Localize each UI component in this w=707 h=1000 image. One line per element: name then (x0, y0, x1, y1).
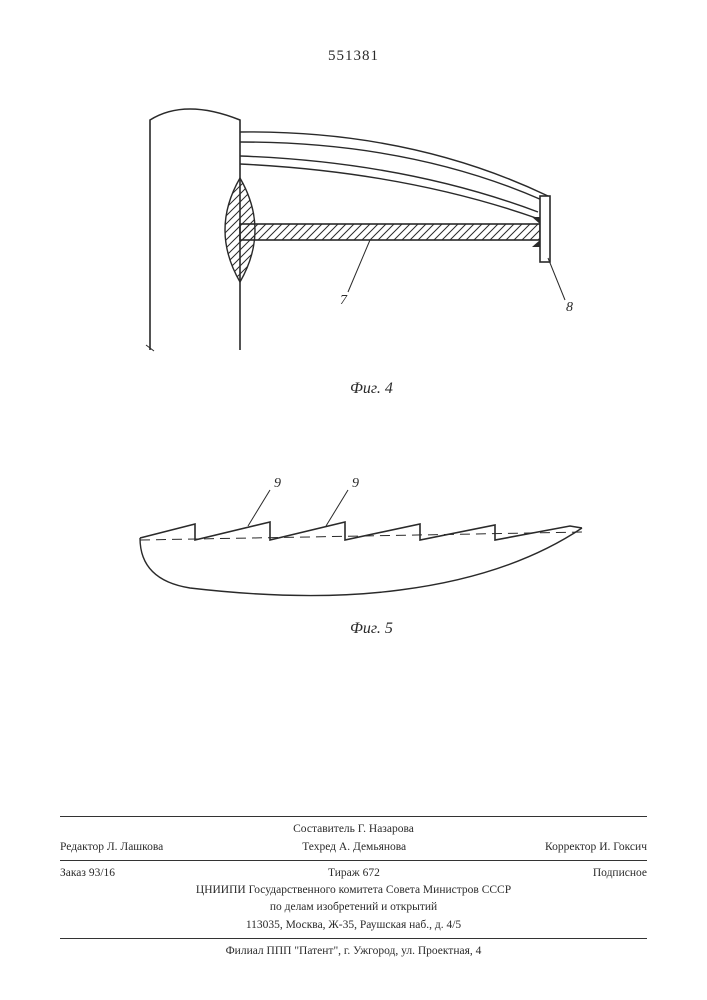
fig4-ref-7: 7 (340, 293, 347, 309)
fig4-flat-arm (240, 224, 540, 240)
print-run: 672 (363, 867, 380, 879)
compiler-label: Составитель (293, 823, 355, 835)
corrector-label: Корректор (545, 841, 596, 853)
fig5-leader-9a (248, 490, 270, 526)
fig5-ref-9a: 9 (274, 476, 281, 492)
techred-name: А. Демьянова (339, 841, 406, 853)
editor-name: Л. Лашкова (107, 841, 163, 853)
order-label: Заказ (60, 867, 86, 879)
subscription: Подписное (593, 865, 647, 882)
order-number: 93/16 (89, 867, 115, 879)
fig4-upper-blade-outer (240, 132, 548, 196)
org-line2: по делам изобретений и открытий (60, 899, 647, 916)
fig4-leader-7 (348, 240, 370, 292)
fig5-ref-9b: 9 (352, 476, 359, 492)
techred-label: Техред (302, 841, 336, 853)
branch: Филиал ППП "Патент", г. Ужгород, ул. Про… (60, 943, 647, 960)
fig4-leader-8 (548, 258, 565, 300)
fig5-label: Фиг. 5 (350, 620, 393, 638)
print-run-label: Тираж (328, 867, 360, 879)
fig4-end-plate (540, 196, 550, 262)
fig4-ref-8: 8 (566, 300, 573, 316)
editor-label: Редактор (60, 841, 104, 853)
page-number: 551381 (328, 48, 379, 65)
compiler-name: Г. Назарова (358, 823, 414, 835)
fig5-sawtooth (140, 522, 582, 540)
org-line1: ЦНИИПИ Государственного комитета Совета … (60, 882, 647, 899)
figure-4 (110, 100, 610, 390)
corrector-name: И. Гоксич (599, 841, 647, 853)
org-address: 113035, Москва, Ж-35, Раушская наб., д. … (60, 917, 647, 934)
fig5-leader-9b (326, 490, 348, 526)
fig5-bottom-break (140, 528, 582, 596)
imprint-footer: Составитель Г. Назарова Редактор Л. Лашк… (60, 812, 647, 960)
fig4-label: Фиг. 4 (350, 380, 393, 398)
figure-5 (130, 480, 600, 620)
